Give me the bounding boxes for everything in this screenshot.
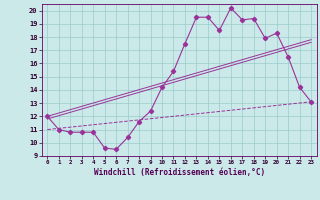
X-axis label: Windchill (Refroidissement éolien,°C): Windchill (Refroidissement éolien,°C) — [94, 168, 265, 177]
